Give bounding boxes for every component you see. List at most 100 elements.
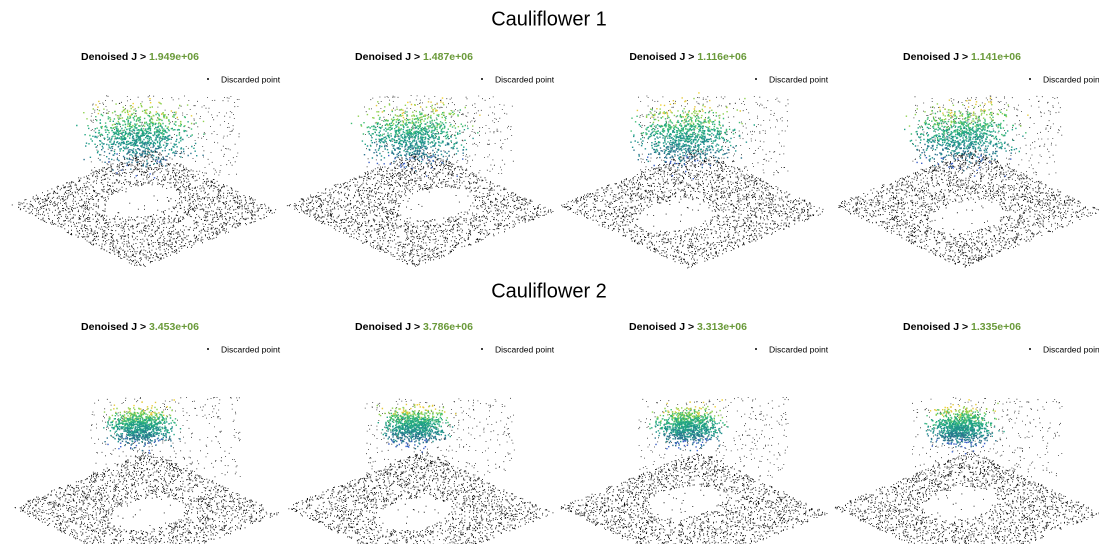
legend-label: Discarded point [1043,344,1099,354]
panel-value: 3.453e+06 [149,321,199,333]
plant-points [925,423,1000,445]
panel-value: 1.335e+06 [971,321,1021,333]
panel-label: Denoised J > [81,321,146,333]
plant-points [385,430,447,450]
plant-points [948,166,954,169]
legend-label: Discarded point [1043,74,1099,84]
panel: Denoised J > 1.335e+06 Discarded point [834,321,1099,544]
plant-points [649,409,726,431]
legend-marker [207,348,209,350]
plant-points [416,404,421,408]
panel-label: Denoised J > [903,321,968,333]
panel: Denoised J > 3.453e+06 Discarded point [14,321,281,544]
panel-title: Denoised J > 1.487e+06 [355,51,473,63]
plant-points [630,130,748,163]
plant-points [363,141,464,172]
panel-title: Denoised J > 3.786e+06 [355,321,473,333]
discarded-points [838,95,1099,268]
plant-points [103,416,182,438]
plant-points [377,416,451,438]
plant-points [654,430,720,452]
legend-label: Discarded point [221,344,281,354]
plant-points [405,445,410,448]
discarded-points [11,95,277,267]
plant-points [366,130,474,163]
panel-label: Denoised J > [629,321,694,333]
legend-marker [1029,348,1031,350]
plant-points [905,103,1022,129]
legend-marker [755,348,757,350]
panel-value: 3.786e+06 [423,321,473,333]
plant-points [361,121,469,153]
panel: Denoised J > 1.141e+06 Discarded point [838,51,1099,268]
panel-title: Denoised J > 1.116e+06 [629,51,747,63]
plant-points [714,399,723,408]
plant-points [375,101,481,119]
panel: Denoised J > 3.313e+06 Discarded point [560,321,829,544]
panel-label: Denoised J > [81,51,146,63]
plant-points [113,401,165,416]
legend-label: Discarded point [769,344,829,354]
plant-points [666,447,698,452]
panel-title: Denoised J > 1.949e+06 [81,51,199,63]
panel-value: 3.313e+06 [697,321,747,333]
legend-label: Discarded point [769,74,829,84]
plant-points [633,120,755,153]
plant-points [935,402,999,423]
discarded-points [834,397,1099,544]
panel-title: Denoised J > 3.313e+06 [629,321,747,333]
legend-label: Discarded point [221,74,281,84]
plant-points [645,97,746,129]
plant-points [904,120,1020,153]
plant-points [671,175,694,180]
panel: Denoised J > 1.116e+06 Discarded point [561,51,829,269]
legend-label: Discarded point [495,344,555,354]
plant-points [83,102,205,129]
legend-marker [481,348,483,350]
plant-points [135,173,156,179]
panel: Denoised J > 1.949e+06 Discarded point [11,51,281,267]
legend-marker [755,78,757,80]
plant-points [910,110,1027,141]
panel-title: Denoised J > 3.453e+06 [81,321,199,333]
plant-points [929,403,996,416]
panel-value: 1.949e+06 [149,51,199,63]
legend-marker [1029,78,1031,80]
plant-points [927,430,997,448]
plant-points [925,409,996,431]
panel-value: 1.141e+06 [971,51,1021,63]
plant-points [916,155,1012,177]
plant-points [944,399,970,409]
panel-value: 1.116e+06 [697,51,747,63]
plant-points [388,438,428,453]
plant-points [931,438,986,452]
legend-label: Discarded point [495,74,555,84]
plant-points [400,166,402,168]
panel-label: Denoised J > [355,51,420,63]
plant-points [107,409,177,430]
panel: Denoised J > 3.786e+06 Discarded point [288,321,555,544]
panel-title: Denoised J > 1.141e+06 [903,51,1021,63]
discarded-points [561,95,824,269]
plant-points [636,97,741,118]
plant-points [133,399,175,408]
panel-label: Denoised J > [355,321,420,333]
panel-label: Denoised J > [629,51,694,63]
plant-points [95,100,193,119]
row-title: Cauliflower 1 [491,8,607,30]
plant-points [951,451,967,455]
plant-points [83,142,204,171]
plant-points [654,423,723,443]
plant-points [106,422,173,444]
row-title: Cauliflower 2 [491,280,607,302]
plant-points [76,119,195,153]
panel-label: Denoised J > [903,51,968,63]
legend-marker [481,78,483,80]
plant-points [132,98,152,105]
plant-points [104,430,181,452]
panel-value: 1.487e+06 [423,51,473,63]
legend-marker [207,78,209,80]
plant-points [407,97,444,104]
plant-points [663,401,708,417]
